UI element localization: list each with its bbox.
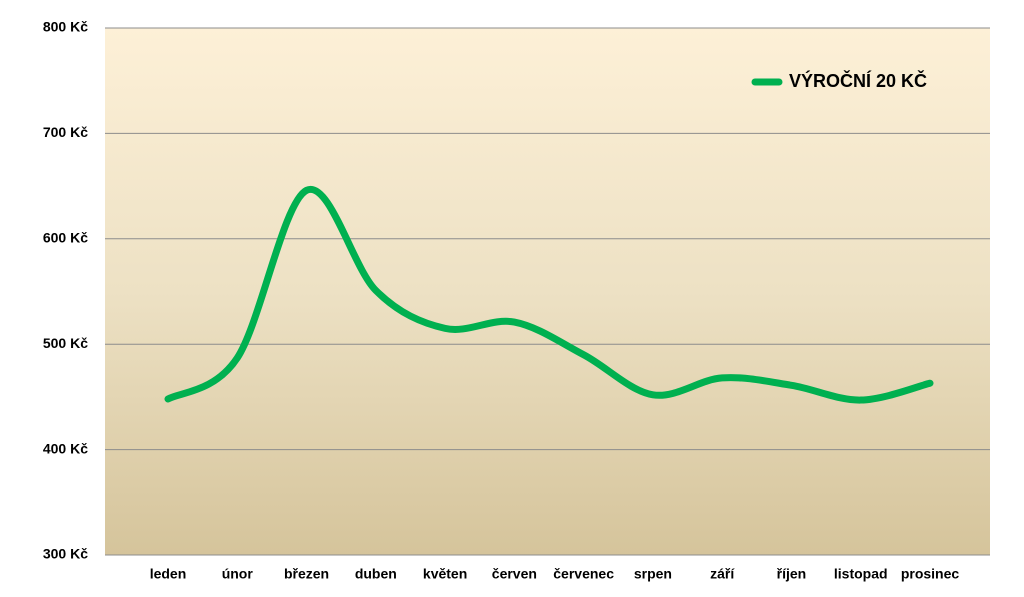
x-tick-label: únor	[222, 566, 254, 582]
x-tick-label: květen	[423, 566, 467, 582]
plot-area	[105, 28, 990, 555]
legend-label: VÝROČNÍ 20 KČ	[789, 70, 927, 91]
x-tick-label: prosinec	[901, 566, 960, 582]
x-tick-label: listopad	[834, 566, 888, 582]
x-tick-label: březen	[284, 566, 329, 582]
data-line	[164, 185, 934, 404]
x-tick-label: srpen	[634, 566, 672, 582]
y-tick-label: 700 Kč	[43, 124, 88, 140]
y-tick-label: 800 Kč	[43, 19, 88, 35]
x-tick-label: září	[710, 566, 735, 582]
x-tick-label: červenec	[553, 566, 614, 582]
x-tick-label: duben	[355, 566, 397, 582]
y-tick-label: 400 Kč	[43, 440, 88, 456]
y-tick-label: 600 Kč	[43, 230, 88, 246]
y-tick-label: 300 Kč	[43, 546, 88, 562]
x-tick-label: leden	[150, 566, 187, 582]
y-tick-label: 500 Kč	[43, 335, 88, 351]
x-tick-label: říjen	[777, 566, 807, 582]
x-tick-label: červen	[492, 566, 537, 582]
